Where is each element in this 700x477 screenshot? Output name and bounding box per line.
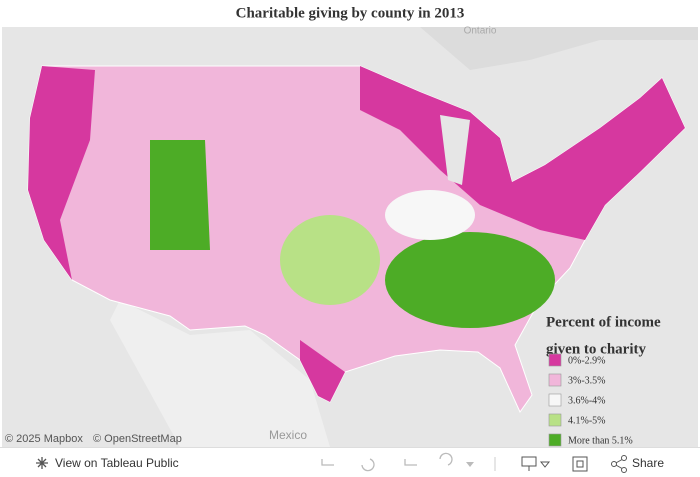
share-icon	[621, 467, 627, 473]
legend-label: 3%-3.5%	[568, 375, 606, 386]
download-icon[interactable]	[521, 456, 551, 471]
attribution[interactable]: © OpenStreetMap	[93, 433, 182, 445]
title: Charitable giving by county in 2013	[236, 5, 465, 21]
undo-redo-icons[interactable]	[321, 452, 453, 472]
legend-label: More than 5.1%	[568, 435, 633, 446]
canada-land	[330, 27, 698, 70]
mexico-land	[110, 300, 330, 447]
share-icon	[611, 461, 617, 467]
legend-title: Percent of income	[546, 314, 661, 330]
share-label[interactable]: Share	[632, 456, 664, 470]
north-east-region	[360, 66, 685, 240]
legend-swatch	[548, 393, 562, 407]
share-button[interactable]: Share	[611, 455, 665, 473]
south-east-region	[385, 232, 555, 328]
legend-swatch	[548, 413, 562, 427]
dropdown-icon[interactable]	[466, 462, 474, 467]
legend: Percent of income given to charity 0%-2.…	[546, 314, 661, 447]
legend-swatch	[548, 433, 562, 447]
texas-coast	[300, 340, 345, 402]
attribution[interactable]: © 2025 Mapbox	[5, 433, 83, 445]
legend-label: 0%-2.9%	[568, 355, 606, 366]
tableau-icon	[36, 457, 48, 469]
plains-region	[280, 215, 380, 305]
legend-label: 3.6%-4%	[568, 395, 606, 406]
mountain-region	[150, 140, 210, 250]
legend-swatch	[548, 373, 562, 387]
legend-label: 4.1%-5%	[568, 415, 606, 426]
west-coast-region	[28, 66, 95, 280]
map-label: Mexico	[269, 428, 307, 442]
map-label: Ontario	[464, 26, 497, 37]
view-button[interactable]: View on Tableau Public	[36, 456, 179, 470]
midwest-region	[385, 190, 475, 240]
fullscreen-icon[interactable]	[572, 456, 588, 472]
share-icon	[621, 455, 627, 461]
legend-title: given to charity	[546, 341, 646, 357]
legend-swatch	[548, 353, 562, 367]
view-link[interactable]: View on Tableau Public	[55, 456, 179, 470]
great-lakes	[440, 110, 520, 185]
